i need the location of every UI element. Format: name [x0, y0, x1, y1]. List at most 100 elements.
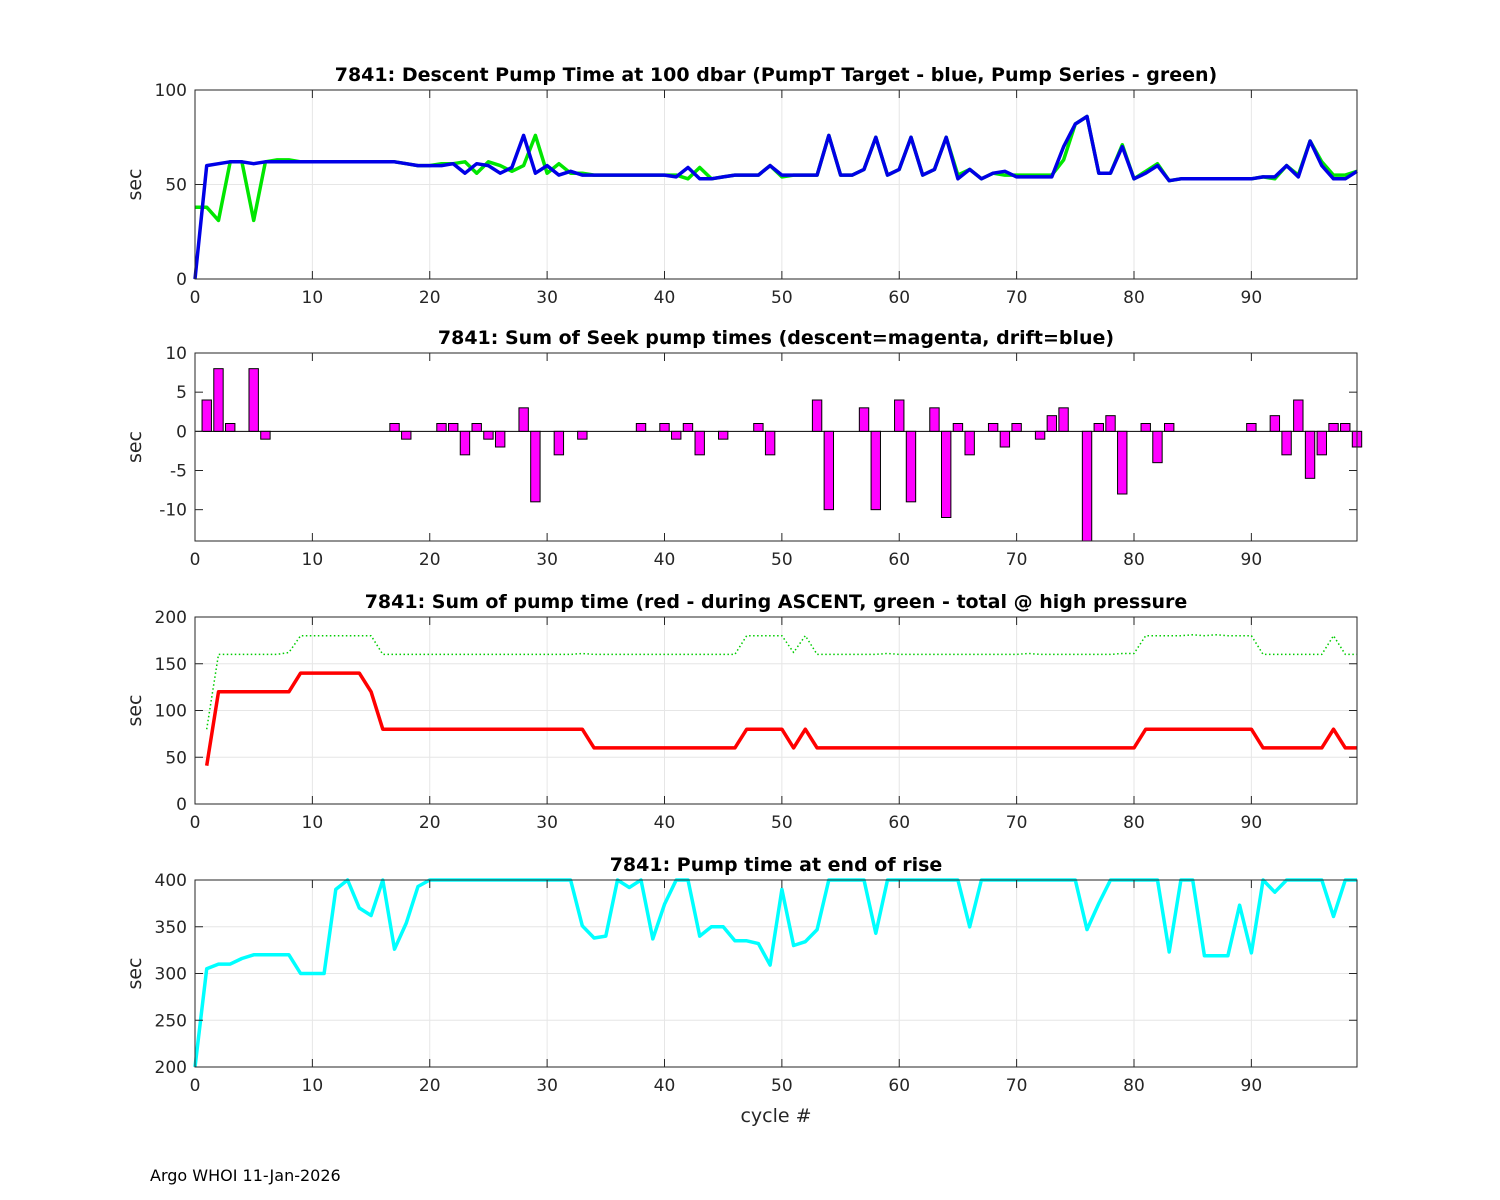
- x-tick-label: 50: [771, 813, 793, 833]
- bar: [389, 423, 400, 432]
- x-tick-label: 30: [536, 550, 558, 570]
- y-axis-label: sec: [124, 957, 146, 989]
- bar: [682, 423, 694, 432]
- y-tick-label: 100: [155, 81, 187, 101]
- x-tick-label: 0: [190, 550, 201, 570]
- bar: [1034, 430, 1046, 440]
- x-tick-label: 70: [1006, 288, 1028, 308]
- bar: [553, 430, 565, 456]
- bar: [1058, 407, 1069, 432]
- x-tick-label: 60: [888, 813, 910, 833]
- y-tick-label: 100: [155, 702, 187, 722]
- x-tick-label: 70: [1006, 1076, 1028, 1096]
- x-tick-label: 40: [654, 1076, 676, 1096]
- x-tick-label: 20: [419, 288, 441, 308]
- bar: [1340, 423, 1351, 432]
- bar: [659, 423, 670, 432]
- y-axis-label: sec: [124, 694, 146, 726]
- series-line-pumpt-target: [193, 114, 1358, 280]
- bar: [1105, 415, 1116, 432]
- y-tick-label: 50: [165, 176, 187, 196]
- y-tick-label: 350: [155, 918, 187, 938]
- bar: [1011, 423, 1022, 432]
- bar: [671, 430, 682, 440]
- x-tick-label: 10: [302, 550, 324, 570]
- x-tick-label: 30: [536, 288, 558, 308]
- bar: [530, 430, 541, 503]
- bar: [201, 399, 212, 432]
- bar: [471, 423, 482, 432]
- x-tick-label: 90: [1241, 813, 1263, 833]
- chart-panel-3: 0 10 20 30 40 50 60 70 80 90 0 50 100 150 200 7841: Sum…: [124, 591, 1358, 833]
- x-tick-label: 0: [190, 1076, 201, 1096]
- y-tick-label: 250: [155, 1011, 187, 1031]
- x-tick-label: 30: [536, 1076, 558, 1096]
- bar: [1117, 430, 1128, 495]
- bar: [448, 423, 459, 432]
- x-tick-label: 20: [419, 550, 441, 570]
- x-tick-label: 70: [1006, 550, 1028, 570]
- axes-box: [194, 352, 1358, 542]
- bar: [1140, 423, 1151, 432]
- bar: [494, 430, 506, 448]
- chart-title: 7841: Descent Pump Time at 100 dbar (Pum…: [335, 64, 1218, 86]
- bar: [213, 368, 224, 432]
- x-tick-label: 80: [1123, 288, 1145, 308]
- x-tick-label: 50: [771, 1076, 793, 1096]
- chart-title: 7841: Sum of Seek pump times (descent=ma…: [438, 327, 1114, 349]
- bar: [459, 430, 471, 456]
- bar: [858, 407, 870, 432]
- x-tick-label: 0: [190, 813, 201, 833]
- bar: [717, 430, 729, 440]
- y-tick-label: 200: [155, 1058, 187, 1078]
- bar: [577, 430, 588, 440]
- bar: [1152, 430, 1163, 464]
- bar: [999, 430, 1011, 448]
- x-tick-label: 90: [1241, 550, 1263, 570]
- x-axis-label: cycle #: [740, 1105, 811, 1127]
- bar: [248, 368, 259, 432]
- bar: [436, 423, 447, 432]
- series-line-during-ascent: [204, 671, 1357, 766]
- y-tick-label: 0: [176, 270, 187, 290]
- chart-panel-1: 0 10 20 30 40 50 60 70 80 90 0 50 100 7841: Descent P…: [124, 64, 1358, 308]
- bar: [1281, 430, 1292, 456]
- bar: [964, 430, 975, 456]
- x-tick-label: 10: [302, 813, 324, 833]
- y-tick-label: -5: [170, 462, 187, 482]
- y-tick-label: 150: [155, 655, 187, 675]
- bar: [823, 430, 835, 511]
- bar: [635, 423, 647, 432]
- plot-area: [195, 353, 1357, 541]
- bar: [1328, 423, 1339, 432]
- x-tick-label: 20: [419, 813, 441, 833]
- bar: [905, 430, 917, 503]
- chart-title: 7841: Sum of pump time (red - during ASC…: [365, 591, 1188, 613]
- bar: [764, 430, 776, 456]
- y-tick-label: -10: [159, 501, 187, 521]
- x-tick-label: 60: [888, 288, 910, 308]
- chart-panel-2: 0 10 20 30 40 50 60 70 80 90 -10 -5 0 5 10 7841: Sum of…: [124, 327, 1363, 570]
- y-tick-label: 50: [165, 748, 187, 768]
- x-tick-label: 80: [1123, 813, 1145, 833]
- x-tick-label: 40: [654, 550, 676, 570]
- x-tick-label: 50: [771, 288, 793, 308]
- x-tick-label: 50: [771, 550, 793, 570]
- bar: [1081, 430, 1093, 542]
- series-line-pump-time-at-end-of-rise: [193, 878, 1357, 1068]
- y-tick-label: 200: [155, 608, 187, 628]
- bar: [753, 423, 764, 432]
- x-tick-label: 80: [1123, 1076, 1145, 1096]
- bar: [401, 430, 412, 440]
- bar: [1246, 423, 1257, 432]
- x-tick-label: 20: [419, 1076, 441, 1096]
- y-tick-label: 400: [155, 871, 187, 891]
- bar: [811, 399, 823, 432]
- bar: [1316, 430, 1327, 456]
- y-axis-label: sec: [124, 168, 146, 200]
- y-axis-label: sec: [124, 431, 146, 463]
- x-tick-label: 90: [1241, 1076, 1263, 1096]
- chart-panel-4: 0 10 20 30 40 50 60 70 80 90 200 250 300 350 400 7841: …: [124, 854, 1358, 1127]
- x-tick-label: 10: [302, 288, 324, 308]
